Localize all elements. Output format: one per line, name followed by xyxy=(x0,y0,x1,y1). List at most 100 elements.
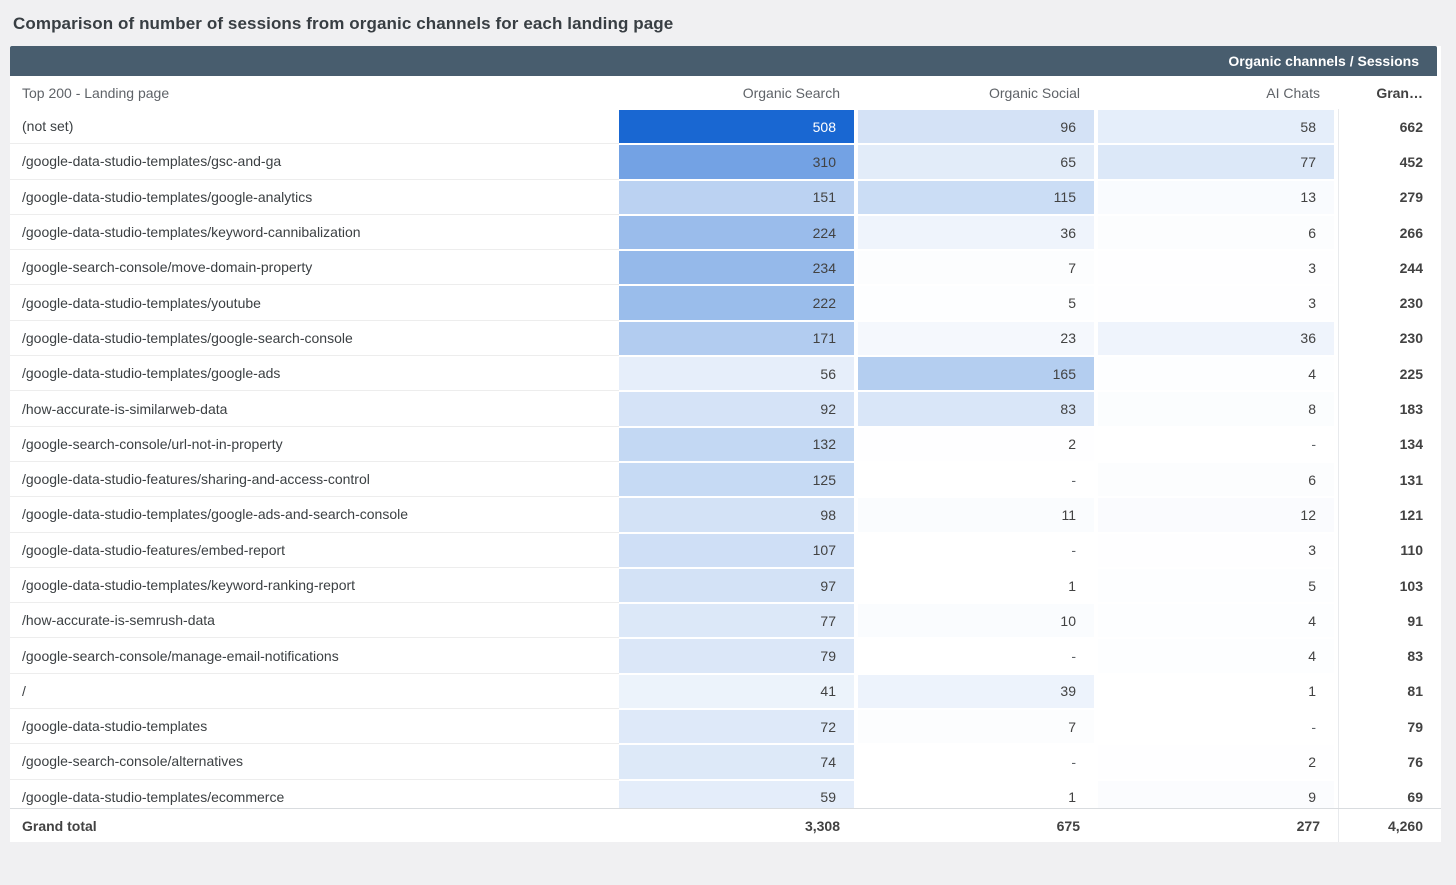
ai-chats-cell: 3 xyxy=(1098,285,1338,320)
ai-chats-cell: 12 xyxy=(1098,497,1338,532)
organic-social-cell: 115 xyxy=(858,180,1098,215)
organic-search-cell: 97 xyxy=(619,568,858,603)
organic-search-cell: 125 xyxy=(619,462,858,497)
grand-total-cell: 134 xyxy=(1338,426,1441,462)
organic-search-cell: 151 xyxy=(619,180,858,215)
landing-page-cell: /google-data-studio-templates/google-ads xyxy=(10,356,619,392)
organic-social-cell: 5 xyxy=(858,285,1098,320)
landing-page-cell: /google-data-studio-templates/google-sea… xyxy=(10,321,619,357)
organic-search-cell: 77 xyxy=(619,603,858,638)
organic-social-cell: 96 xyxy=(858,109,1098,144)
ai-chats-cell: 4 xyxy=(1098,638,1338,673)
organic-search-cell: 171 xyxy=(619,321,858,356)
table-row: /google-data-studio-features/sharing-and… xyxy=(10,461,1441,498)
table-row: (not set) 508 96 58 662 xyxy=(10,109,1441,145)
page-title: Comparison of number of sessions from or… xyxy=(13,14,674,33)
landing-page-cell: /google-search-console/alternatives xyxy=(10,744,619,780)
grand-total-cell: 230 xyxy=(1338,285,1441,321)
column-header-landing-page[interactable]: Top 200 - Landing page xyxy=(22,84,170,101)
organic-search-cell: 222 xyxy=(619,285,858,320)
column-header-organic-social[interactable]: Organic Social xyxy=(988,84,1080,101)
grand-total-cell: 83 xyxy=(1338,638,1441,674)
organic-search-cell: 41 xyxy=(619,674,858,709)
grand-total-cell: 110 xyxy=(1338,532,1441,568)
ai-chats-cell: 3 xyxy=(1098,533,1338,568)
grand-total-cell: 452 xyxy=(1338,144,1441,180)
organic-social-cell: 39 xyxy=(858,674,1098,709)
grand-total-cell: 279 xyxy=(1338,179,1441,215)
organic-social-cell: 165 xyxy=(858,356,1098,391)
organic-social-cell: - xyxy=(1071,542,1076,559)
organic-social-cell: 65 xyxy=(858,144,1098,179)
organic-social-cell: 7 xyxy=(858,709,1098,744)
group-header-bar: Organic channels / Sessions xyxy=(10,46,1437,76)
landing-page-cell: /google-data-studio-templates/ecommerce xyxy=(10,780,619,808)
grand-total-cell: 230 xyxy=(1338,320,1441,357)
grand-total-organic-search: 3,308 xyxy=(804,817,840,834)
organic-social-cell: 7 xyxy=(858,250,1098,285)
organic-search-cell: 92 xyxy=(619,391,858,426)
column-header-row: Top 200 - Landing page Organic Search Or… xyxy=(10,76,1441,109)
ai-chats-cell: 36 xyxy=(1098,321,1338,356)
organic-social-cell: 1 xyxy=(858,568,1098,603)
column-header-grand-total[interactable]: Gran… xyxy=(1376,84,1423,101)
organic-social-cell: 10 xyxy=(858,603,1098,638)
landing-page-cell: /google-data-studio-templates/keyword-ca… xyxy=(10,215,619,251)
table-row: /google-data-studio-templates/gsc-and-ga… xyxy=(10,144,1441,180)
landing-page-cell: /google-data-studio-templates/youtube xyxy=(10,285,619,321)
table-body: (not set) 508 96 58 662 /google-data-stu… xyxy=(10,109,1441,808)
organic-search-cell: 56 xyxy=(619,356,858,391)
organic-social-cell: - xyxy=(1071,471,1076,488)
organic-search-cell: 72 xyxy=(619,709,858,744)
table-row: /google-data-studio-templates/google-ads… xyxy=(10,356,1441,392)
ai-chats-cell: 6 xyxy=(1098,215,1338,250)
grand-total-cell: 121 xyxy=(1338,497,1441,533)
ai-chats-cell: 3 xyxy=(1098,250,1338,285)
ai-chats-cell: 2 xyxy=(1098,744,1338,779)
organic-search-cell: 508 xyxy=(619,109,858,144)
landing-page-cell: /google-search-console/url-not-in-proper… xyxy=(10,427,619,462)
ai-chats-cell: 4 xyxy=(1098,603,1338,638)
grand-total-cell: 69 xyxy=(1338,779,1441,808)
ai-chats-cell: 77 xyxy=(1098,144,1338,179)
ai-chats-cell: 9 xyxy=(1098,780,1338,808)
grand-total-cell: 131 xyxy=(1338,461,1441,498)
ai-chats-cell: 58 xyxy=(1098,109,1338,144)
organic-search-cell: 310 xyxy=(619,144,858,179)
organic-social-cell: 36 xyxy=(858,215,1098,250)
organic-search-cell: 98 xyxy=(619,497,858,532)
ai-chats-cell: - xyxy=(1311,718,1316,735)
ai-chats-cell: 1 xyxy=(1098,674,1338,709)
organic-search-cell: 74 xyxy=(619,744,858,779)
landing-page-cell: /how-accurate-is-semrush-data xyxy=(10,603,619,639)
grand-total-cell: 225 xyxy=(1338,356,1441,392)
landing-page-cell: /google-search-console/manage-email-noti… xyxy=(10,638,619,674)
organic-search-cell: 79 xyxy=(619,638,858,673)
landing-page-cell: /google-data-studio-templates/keyword-ra… xyxy=(10,568,619,604)
table-row: /google-data-studio-templates/keyword-ca… xyxy=(10,214,1441,251)
table-row: /google-data-studio-templates/keyword-ra… xyxy=(10,567,1441,604)
landing-page-cell: / xyxy=(10,674,619,710)
table-row: /google-data-studio-templates/youtube 22… xyxy=(10,285,1441,321)
column-header-organic-search[interactable]: Organic Search xyxy=(742,84,840,101)
grand-total-grand-total: 4,260 xyxy=(1338,809,1441,842)
table-row: /google-data-studio-templates/ecommerce … xyxy=(10,779,1441,808)
ai-chats-cell: 6 xyxy=(1098,462,1338,497)
landing-page-cell: /how-accurate-is-similarweb-data xyxy=(10,391,619,427)
organic-social-cell: - xyxy=(1071,648,1076,665)
grand-total-cell: 103 xyxy=(1338,567,1441,604)
table-row: /how-accurate-is-similarweb-data 92 83 8… xyxy=(10,391,1441,427)
landing-page-cell: /google-data-studio-templates xyxy=(10,709,619,745)
table-row: /google-data-studio-features/embed-repor… xyxy=(10,532,1441,568)
organic-search-cell: 234 xyxy=(619,250,858,285)
grand-total-cell: 81 xyxy=(1338,673,1441,710)
landing-page-cell: /google-search-console/move-domain-prope… xyxy=(10,250,619,286)
ai-chats-cell: 5 xyxy=(1098,568,1338,603)
organic-social-cell: 23 xyxy=(858,321,1098,356)
table-row: /google-data-studio-templates/google-ana… xyxy=(10,179,1441,215)
column-header-ai-chats[interactable]: AI Chats xyxy=(1266,84,1320,101)
organic-social-cell: 2 xyxy=(858,427,1098,462)
landing-page-cell: /google-data-studio-features/embed-repor… xyxy=(10,533,619,568)
grand-total-cell: 183 xyxy=(1338,391,1441,427)
landing-page-cell: (not set) xyxy=(10,109,619,145)
